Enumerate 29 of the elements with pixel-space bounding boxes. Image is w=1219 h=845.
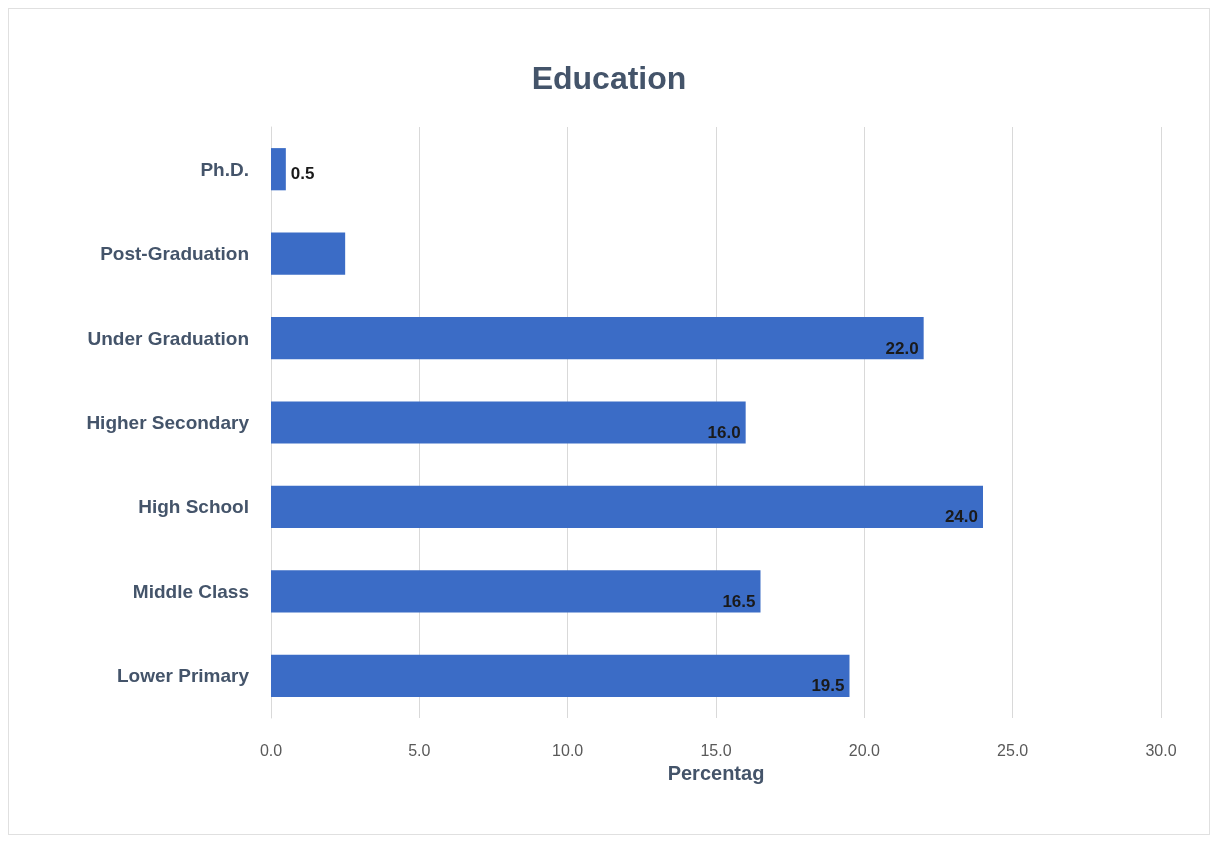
- bar: [271, 401, 746, 444]
- bar: [271, 316, 924, 360]
- data-label: 19.5: [811, 676, 845, 696]
- bar: [271, 232, 346, 275]
- data-label: 22.0: [885, 338, 919, 358]
- x-tick-label: 25.0: [997, 741, 1029, 759]
- y-tick-label: Higher Secondary: [86, 412, 250, 433]
- data-label: 0.5: [290, 163, 315, 183]
- data-label: 16.5: [722, 591, 756, 611]
- y-tick-label: Post-Graduation: [100, 243, 249, 265]
- x-tick-label: 30.0: [1145, 741, 1177, 759]
- x-axis-title: Percentag: [667, 761, 765, 784]
- data-label: 16.0: [707, 423, 741, 442]
- x-tick-label: 5.0: [408, 741, 431, 759]
- x-tick-label: 10.0: [552, 741, 584, 759]
- x-tick-label: 0.0: [259, 741, 283, 759]
- bar: [271, 485, 983, 529]
- bar: [271, 654, 850, 697]
- y-tick-label: Middle Class: [132, 580, 249, 602]
- y-tick-label: High School: [138, 496, 249, 518]
- y-tick-label: Ph.D.: [200, 158, 249, 180]
- y-tick-label: Lower Primary: [117, 665, 250, 687]
- data-label: 24.0: [944, 507, 978, 527]
- bar: [271, 570, 761, 613]
- bar: [271, 148, 286, 191]
- x-tick-label: 20.0: [848, 741, 881, 759]
- y-tick-label: Under Graduation: [87, 327, 249, 349]
- x-tick-label: 15.0: [700, 741, 732, 759]
- chart-title: Education: [531, 60, 687, 96]
